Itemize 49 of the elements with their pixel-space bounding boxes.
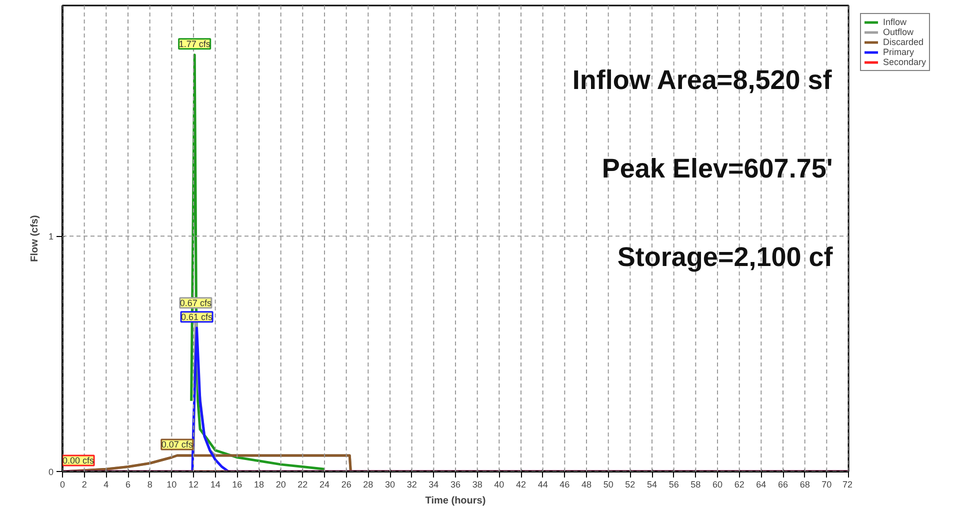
x-tick-label: 36 [450, 480, 461, 490]
x-tick-label: 22 [298, 480, 308, 490]
x-tick-label: 26 [341, 480, 352, 490]
x-tick-label: 12 [188, 480, 199, 490]
legend-label: Secondary [883, 57, 926, 67]
x-tick-label: 40 [494, 480, 504, 490]
x-tick-label: 38 [472, 480, 482, 490]
data-label: 0.67 cfs [180, 298, 212, 308]
x-tick-label: 14 [210, 480, 220, 490]
x-tick-label: 50 [603, 480, 614, 490]
x-tick-label: 64 [756, 480, 766, 490]
x-tick-label: 28 [363, 480, 374, 490]
x-tick-label: 34 [428, 480, 439, 490]
x-tick-label: 48 [581, 480, 592, 490]
x-tick-label: 46 [560, 480, 570, 490]
x-axis-title: Time (hours) [425, 496, 486, 506]
x-tick-label: 2 [82, 480, 87, 490]
annotation: Storage=2,100 cf [617, 242, 834, 272]
x-tick-label: 20 [276, 480, 286, 490]
x-tick-label: 72 [842, 480, 853, 490]
x-tick-label: 54 [646, 480, 658, 490]
y-tick-label: 1 [48, 232, 54, 242]
x-tick-label: 30 [384, 480, 396, 490]
x-tick-label: 32 [406, 480, 417, 490]
x-tick-label: 4 [104, 480, 109, 490]
y-axis-title: Flow (cfs) [29, 215, 40, 262]
legend-label: Primary [883, 47, 914, 57]
x-tick-label: 42 [516, 480, 526, 490]
x-tick-label: 16 [232, 480, 242, 490]
x-tick-label: 10 [166, 480, 177, 490]
x-tick-label: 70 [822, 480, 832, 490]
legend-label: Inflow [883, 17, 907, 27]
x-tick-label: 60 [712, 480, 723, 490]
x-tick-label: 24 [319, 480, 330, 490]
x-tick-label: 0 [60, 480, 66, 490]
x-tick-label: 44 [538, 480, 548, 490]
x-tick-label: 18 [254, 480, 264, 490]
legend-label: Outflow [883, 27, 914, 37]
x-tick-label: 6 [125, 480, 131, 490]
x-tick-label: 8 [147, 480, 152, 490]
x-tick-label: 68 [800, 480, 810, 490]
x-tick-label: 58 [690, 480, 701, 490]
x-tick-label: 62 [734, 480, 744, 490]
annotation: Peak Elev=607.75' [602, 154, 833, 184]
x-tick-label: 56 [668, 480, 679, 490]
x-tick-label: 66 [778, 480, 788, 490]
annotation: Inflow Area=8,520 sf [572, 65, 833, 96]
x-tick-label: 52 [625, 480, 636, 490]
legend-label: Discarded [883, 37, 924, 47]
